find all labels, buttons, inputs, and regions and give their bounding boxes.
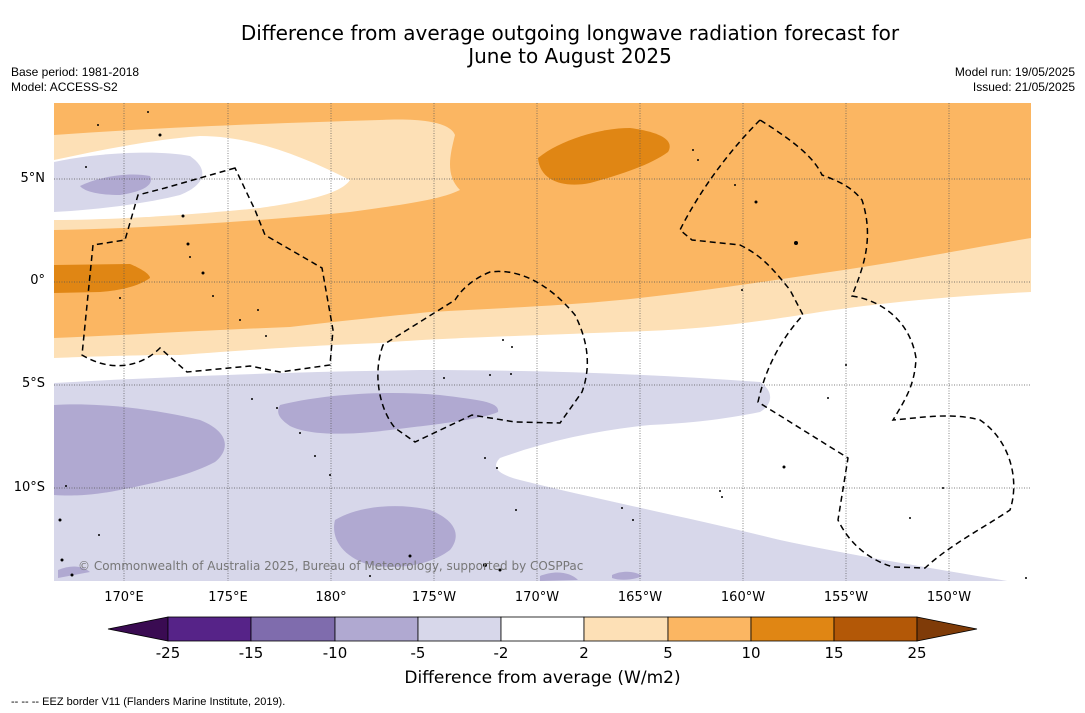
lat-label-0: 0° <box>30 273 45 288</box>
colorbar-swatch <box>750 616 835 642</box>
colorbar-tick: 5 <box>663 644 673 662</box>
colorbar-swatch <box>167 616 252 642</box>
colorbar-swatch <box>334 616 419 642</box>
patch-north-dark-orange <box>538 128 670 185</box>
patch-south-small-lavender-1 <box>540 572 578 581</box>
patch-north-lavender <box>80 174 151 195</box>
lon-label-160w: 160°W <box>720 590 766 605</box>
colorbar-extend-low <box>107 616 169 642</box>
colorbar-swatch <box>250 616 336 642</box>
colorbar-swatch <box>667 616 752 642</box>
eez-border-northeast <box>679 119 1015 569</box>
patch-south-mid-lavender <box>278 393 499 434</box>
graticule <box>54 103 1031 581</box>
lon-label-165w: 165°W <box>617 590 663 605</box>
islands <box>58 111 1027 579</box>
lon-label-170e: 170°E <box>104 590 144 605</box>
eez-border-west <box>81 167 334 373</box>
colorbar-swatch <box>583 616 669 642</box>
lon-label-170w: 170°W <box>514 590 560 605</box>
copyright-credit: © Commonwealth of Australia 2025, Bureau… <box>78 559 584 573</box>
colorbar-tick: 15 <box>824 644 844 662</box>
lon-label-155w: 155°W <box>823 590 869 605</box>
map-fill-layers <box>54 103 1031 581</box>
colorbar-tick: -5 <box>410 644 426 662</box>
colorbar-tick: 2 <box>579 644 589 662</box>
lon-label-175e: 175°E <box>208 590 248 605</box>
patch-south-west-lavender <box>54 404 225 496</box>
colorbar-tick: -2 <box>493 644 509 662</box>
colorbar-tick: -25 <box>155 644 181 662</box>
model-name: Model: ACCESS-S2 <box>11 80 118 94</box>
colorbar-label: Difference from average (W/m2) <box>404 668 681 688</box>
issued-date: Issued: 21/05/2025 <box>972 80 1075 94</box>
patch-south-small-lavender-2 <box>612 571 642 580</box>
title-line-2: June to August 2025 <box>468 44 672 68</box>
colorbar-tick: 10 <box>741 644 761 662</box>
lat-label-5n: 5°N <box>20 171 46 186</box>
colorbar-swatch <box>833 616 918 642</box>
model-run: Model run: 19/05/2025 <box>954 65 1075 79</box>
lat-label-5s: 5°S <box>21 376 45 391</box>
eez-border-central <box>377 270 589 443</box>
title-line-1: Difference from average outgoing longwav… <box>240 21 900 45</box>
lon-label-150w: 150°W <box>926 590 972 605</box>
colorbar-tick: -10 <box>322 644 348 662</box>
colorbar-extend-high <box>916 616 978 642</box>
patch-south-bottom-lavender <box>334 506 456 567</box>
lon-label-180: 180° <box>315 590 347 605</box>
colorbar-tick: 25 <box>907 644 927 662</box>
eez-legend-note: -- -- -- EEZ border V11 (Flanders Marine… <box>11 696 286 708</box>
colorbar-swatch <box>417 616 502 642</box>
colorbar-tick: -15 <box>238 644 264 662</box>
lon-label-175w: 175°W <box>411 590 457 605</box>
colorbar <box>107 616 978 642</box>
colorbar-swatch <box>500 616 585 642</box>
patch-equator-dark-orange <box>54 264 150 293</box>
lat-label-10s: 10°S <box>13 480 45 495</box>
base-period: Base period: 1981-2018 <box>11 65 140 79</box>
patch-south-small-lavender-3 <box>58 566 90 578</box>
eez-borders <box>81 119 1015 569</box>
